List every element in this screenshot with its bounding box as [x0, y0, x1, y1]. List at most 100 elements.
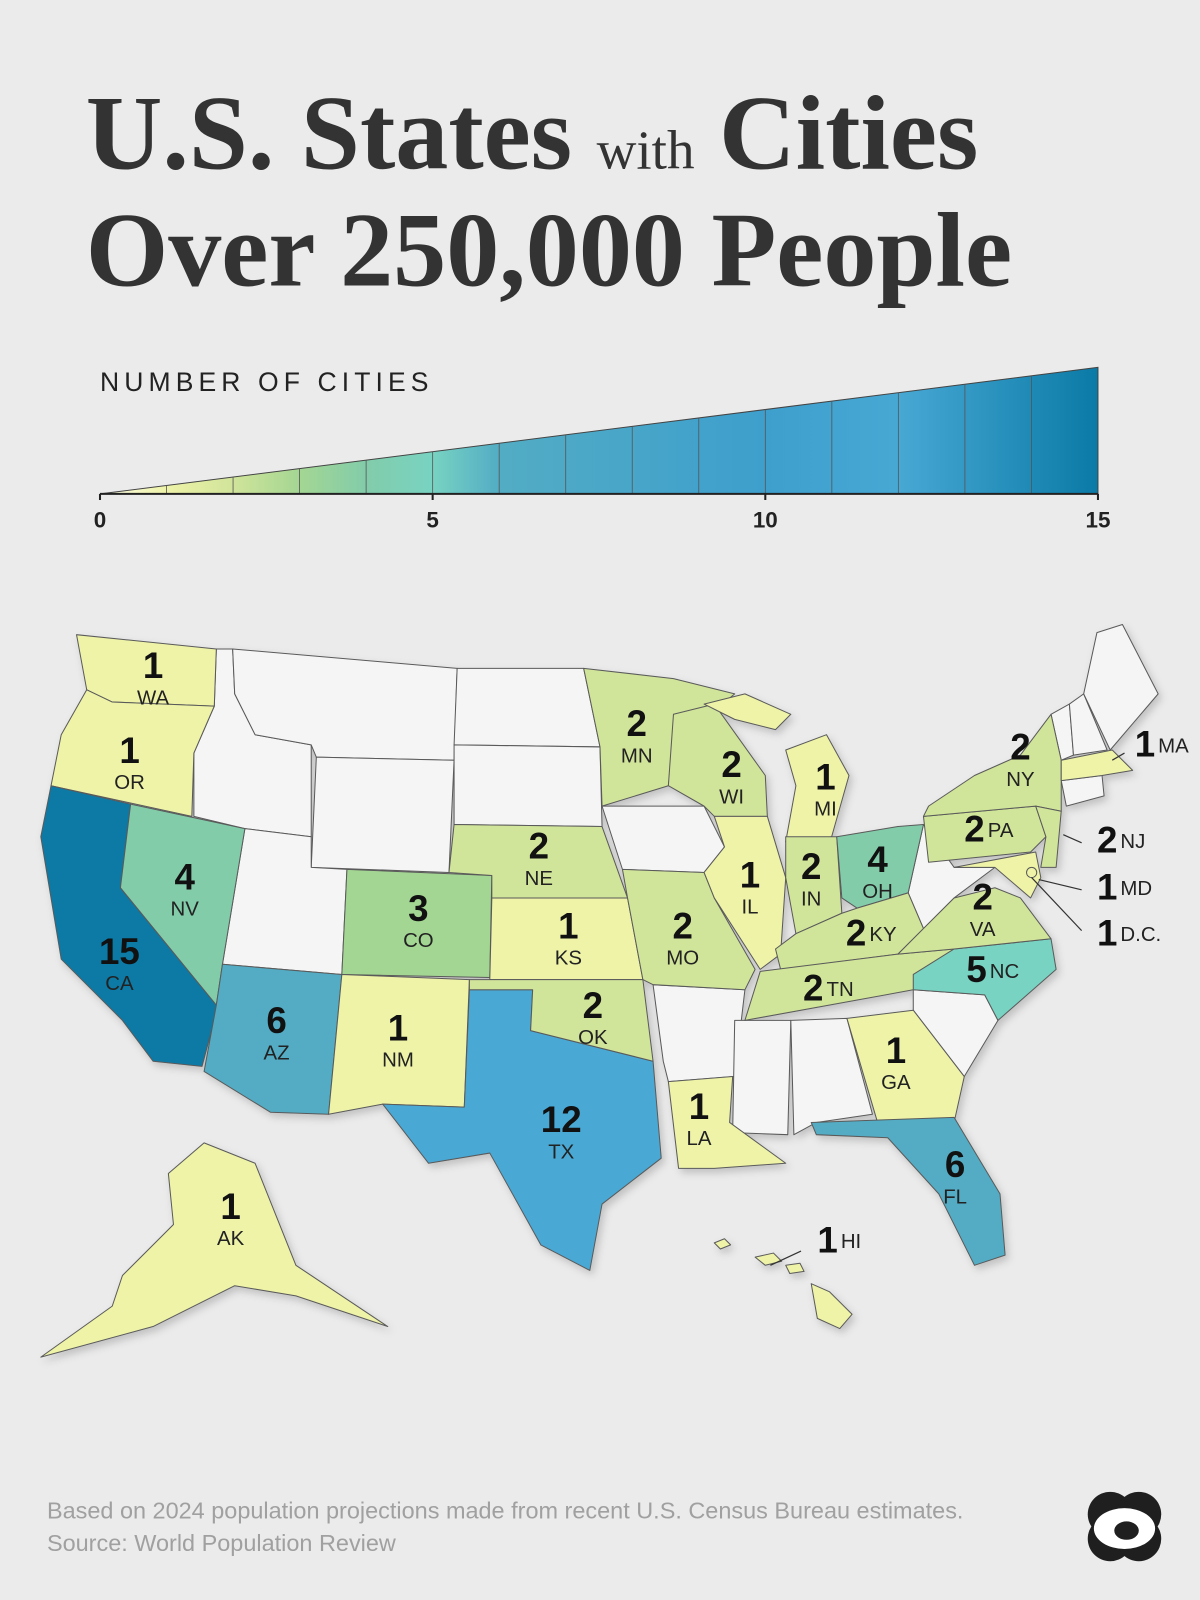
state-shape [1035, 805, 1062, 868]
state-value: 1 [689, 1086, 709, 1127]
state-shape [846, 1009, 965, 1123]
state-abbr: WA [137, 687, 169, 709]
leader-line [1063, 834, 1082, 844]
state-shape [468, 979, 654, 1062]
state-value: 2 [529, 826, 549, 867]
state-abbr: CA [105, 973, 134, 995]
state-value: 1 [119, 730, 139, 771]
state-value: 1 [886, 1030, 906, 1071]
footnote: Based on 2024 population projections mad… [47, 1497, 964, 1523]
state-abbr: OK [578, 1027, 608, 1049]
title-part: Cities [719, 73, 978, 191]
state-shape [897, 887, 1052, 955]
state-value: 2 [964, 808, 984, 849]
state-shape [652, 984, 746, 1083]
logo [1087, 1491, 1162, 1562]
state-value: 6 [266, 1000, 286, 1041]
state-abbr: KY [869, 924, 897, 946]
state-shape [50, 689, 215, 817]
state-value: 4 [174, 856, 195, 897]
leader-line [1038, 878, 1082, 891]
state-abbr: HI [841, 1231, 861, 1253]
state-abbr: AK [217, 1228, 245, 1250]
state-shape [310, 756, 455, 873]
state-abbr: GA [881, 1072, 911, 1094]
state-abbr: LA [687, 1128, 712, 1150]
legend-title: NUMBER OF CITIES [100, 367, 434, 397]
leader-line [770, 1250, 802, 1266]
leader-line [1031, 877, 1083, 932]
state-abbr: OR [114, 772, 145, 794]
state-abbr: MN [621, 746, 653, 768]
state-abbr: FL [943, 1186, 967, 1208]
state-value: 6 [945, 1144, 965, 1185]
state-shape [810, 1116, 1006, 1266]
state-value: 2 [801, 846, 821, 887]
state-value: 1 [1135, 724, 1155, 765]
state-shape [40, 1142, 389, 1358]
state-abbr: NE [525, 868, 553, 890]
state-value: 2 [672, 905, 692, 946]
state-value: 1 [558, 905, 578, 946]
state-shape [732, 1019, 792, 1136]
state-shape [1083, 623, 1159, 751]
state-abbr: NC [990, 961, 1019, 983]
state-value: 12 [541, 1099, 582, 1140]
source: Source: World Population Review [47, 1530, 396, 1556]
state-abbr: IL [741, 897, 758, 919]
state-value: 5 [966, 949, 986, 990]
state-abbr: AZ [263, 1042, 289, 1064]
legend-tick-label: 0 [94, 508, 106, 533]
title-part: U.S. States [86, 73, 572, 191]
state-value: 1 [143, 645, 163, 686]
state-value: 1 [1097, 912, 1117, 953]
state-value: 2 [846, 912, 866, 953]
state-value: 2 [583, 985, 603, 1026]
state-shape [667, 1076, 787, 1169]
state-abbr: IN [801, 888, 821, 910]
state-abbr: NY [1006, 769, 1035, 791]
state-abbr: VA [970, 919, 996, 941]
state-abbr: TN [827, 979, 854, 1001]
state-value: 2 [721, 744, 741, 785]
state-abbr: NM [382, 1050, 414, 1072]
state-value: 15 [99, 931, 140, 972]
state-abbr: NV [171, 899, 200, 921]
state-value: 1 [740, 854, 760, 895]
state-shape [713, 1238, 853, 1330]
state-abbr: MD [1120, 878, 1152, 900]
state-abbr: TX [548, 1141, 574, 1163]
state-shape [1068, 693, 1108, 756]
state-value: 1 [1097, 866, 1117, 907]
state-abbr: KS [555, 948, 582, 970]
state-abbr: WI [719, 786, 744, 808]
state-shape [703, 815, 787, 970]
state-abbr: CO [403, 930, 434, 952]
state-abbr: PA [988, 820, 1014, 842]
legend: 0 5 10 15 [94, 366, 1110, 533]
state-value: 1 [817, 1220, 837, 1261]
state-value: 2 [972, 877, 992, 918]
state-value: 2 [1010, 727, 1030, 768]
state-shape [601, 805, 725, 873]
map [40, 623, 1159, 1358]
state-value: 2 [627, 703, 647, 744]
state-abbr: OH [862, 881, 893, 903]
state-value: 1 [220, 1186, 240, 1227]
state-abbr: MI [814, 799, 837, 821]
state-abbr: MA [1158, 735, 1189, 757]
title-part: with [597, 119, 695, 180]
title-line-2: Over 250,000 People [86, 191, 1012, 309]
state-value: 3 [408, 888, 428, 929]
legend-tick-label: 15 [1085, 508, 1110, 533]
leader-line [1111, 752, 1125, 761]
state-value: 1 [388, 1007, 408, 1048]
state-abbr: D.C. [1120, 924, 1161, 946]
state-value: 1 [815, 756, 835, 797]
title-line-1: U.S. States with Cities [86, 73, 979, 191]
state-value: 4 [867, 839, 888, 880]
state-value: 2 [803, 968, 823, 1009]
state-shape [1026, 866, 1038, 878]
